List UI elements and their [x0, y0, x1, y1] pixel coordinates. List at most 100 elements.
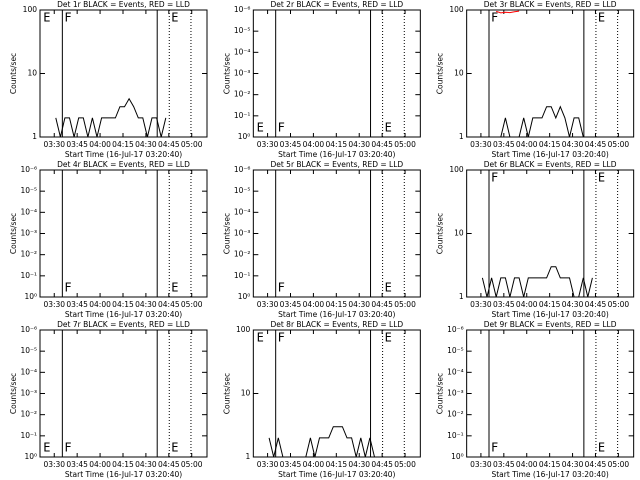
- y-tick-label: 10⁻⁴: [20, 367, 37, 376]
- x-tick-label: 03:30: [470, 460, 492, 469]
- x-tick-label: 04:30: [348, 300, 370, 309]
- x-tick-label: 04:30: [348, 460, 370, 469]
- y-tick-label: 10⁻⁵: [234, 26, 251, 35]
- chart-title: Det 7r BLACK = Events, RED = LLD: [57, 320, 190, 329]
- x-tick-label: 03:45: [66, 460, 88, 469]
- annotation: E: [171, 441, 178, 455]
- x-tick-label: 05:00: [181, 460, 203, 469]
- x-tick-label: 04:00: [516, 300, 538, 309]
- x-axis-label: Start Time (16-Jul-17 03:20:40): [491, 470, 608, 479]
- y-tick-label: 10⁻¹: [234, 111, 251, 120]
- x-tick-label: 04:00: [303, 300, 325, 309]
- y-tick-label: 10⁰: [24, 292, 37, 301]
- x-tick-label: 04:15: [112, 140, 134, 149]
- x-tick-label: 04:15: [539, 140, 561, 149]
- x-tick-label: 04:45: [158, 460, 180, 469]
- y-tick-label: 10⁻²: [20, 250, 37, 259]
- x-tick-label: 04:00: [303, 140, 325, 149]
- annotation: F: [64, 441, 71, 455]
- x-tick-label: 04:45: [585, 300, 607, 309]
- x-tick-label: 03:30: [470, 140, 492, 149]
- x-tick-label: 05:00: [394, 140, 416, 149]
- data-line: [496, 10, 520, 14]
- annotation: E: [257, 331, 264, 345]
- y-tick-label: 10⁻⁴: [447, 367, 464, 376]
- y-axis-label: Counts/sec: [222, 373, 231, 414]
- x-tick-label: 04:00: [303, 460, 325, 469]
- annotation: F: [278, 331, 285, 345]
- x-tick-label: 04:15: [112, 300, 134, 309]
- y-tick-label: 100: [449, 165, 464, 174]
- x-tick-label: 04:15: [326, 140, 348, 149]
- y-tick-label: 10: [454, 229, 464, 238]
- y-tick-label: 10⁻²: [234, 90, 251, 99]
- x-tick-label: 05:00: [394, 300, 416, 309]
- x-tick-label: 04:45: [371, 460, 393, 469]
- y-tick-label: 10: [27, 69, 37, 78]
- annotation: F: [278, 281, 285, 295]
- x-tick-label: 03:45: [280, 140, 302, 149]
- y-axis-label: Counts/sec: [222, 213, 231, 254]
- y-tick-label: 10⁻⁶: [447, 325, 464, 334]
- x-tick-label: 04:45: [585, 140, 607, 149]
- y-tick-label: 10⁻³: [234, 69, 251, 78]
- y-tick-label: 100: [236, 325, 251, 334]
- x-tick-label: 04:00: [89, 300, 111, 309]
- annotation: E: [598, 171, 605, 185]
- x-tick-label: 04:45: [158, 140, 180, 149]
- chart-title: Det 9r BLACK = Events, RED = LLD: [484, 320, 617, 329]
- annotation: E: [598, 11, 605, 25]
- y-tick-label: 10⁻⁴: [234, 207, 251, 216]
- y-tick-label: 10⁻¹: [234, 271, 251, 280]
- x-tick-label: 04:15: [539, 460, 561, 469]
- y-tick-label: 10: [454, 69, 464, 78]
- chart-title: Det 2r BLACK = Events, RED = LLD: [270, 0, 403, 9]
- x-tick-label: 03:30: [257, 460, 279, 469]
- y-tick-label: 10⁻⁶: [234, 165, 251, 174]
- x-tick-label: 05:00: [608, 460, 630, 469]
- x-tick-label: 03:45: [66, 140, 88, 149]
- x-tick-label: 04:30: [562, 300, 584, 309]
- y-tick-label: 10⁻³: [20, 389, 37, 398]
- annotation: E: [385, 331, 392, 345]
- chart-title: Det 6r BLACK = Events, RED = LLD: [484, 160, 617, 169]
- y-tick-label: 10⁻⁴: [20, 207, 37, 216]
- x-tick-label: 03:30: [43, 460, 65, 469]
- y-tick-label: 10⁻³: [447, 389, 464, 398]
- y-axis-label: Counts/sec: [9, 53, 18, 94]
- y-tick-label: 10⁻⁶: [20, 325, 37, 334]
- x-tick-label: 05:00: [181, 140, 203, 149]
- x-tick-label: 03:45: [493, 460, 515, 469]
- x-tick-label: 04:30: [135, 140, 157, 149]
- x-tick-label: 04:30: [135, 300, 157, 309]
- x-tick-label: 03:30: [43, 300, 65, 309]
- x-axis-label: Start Time (16-Jul-17 03:20:40): [278, 310, 395, 319]
- x-tick-label: 04:30: [135, 460, 157, 469]
- y-tick-label: 10⁻²: [20, 410, 37, 419]
- x-tick-label: 04:00: [516, 140, 538, 149]
- x-tick-label: 03:30: [257, 140, 279, 149]
- y-tick-label: 10⁻¹: [20, 271, 37, 280]
- y-tick-label: 10⁰: [451, 452, 464, 461]
- x-axis-label: Start Time (16-Jul-17 03:20:40): [491, 310, 608, 319]
- x-axis-label: Start Time (16-Jul-17 03:20:40): [278, 150, 395, 159]
- y-tick-label: 10⁰: [238, 132, 251, 141]
- x-tick-label: 03:30: [470, 300, 492, 309]
- y-tick-label: 10⁻³: [20, 229, 37, 238]
- y-tick-label: 10⁻²: [447, 410, 464, 419]
- x-tick-label: 04:15: [539, 300, 561, 309]
- x-tick-label: 04:45: [371, 140, 393, 149]
- annotation: F: [64, 281, 71, 295]
- annotation: F: [491, 171, 498, 185]
- chart-title: Det 3r BLACK = Events, RED = LLD: [484, 0, 617, 9]
- y-tick-label: 100: [449, 5, 464, 14]
- x-tick-label: 04:00: [516, 460, 538, 469]
- x-tick-label: 03:45: [493, 300, 515, 309]
- annotation: F: [491, 441, 498, 455]
- data-line: [55, 97, 167, 138]
- annotation: E: [598, 441, 605, 455]
- y-axis-label: Counts/sec: [436, 53, 445, 94]
- y-tick-label: 1: [246, 452, 251, 461]
- annotation: F: [64, 11, 71, 25]
